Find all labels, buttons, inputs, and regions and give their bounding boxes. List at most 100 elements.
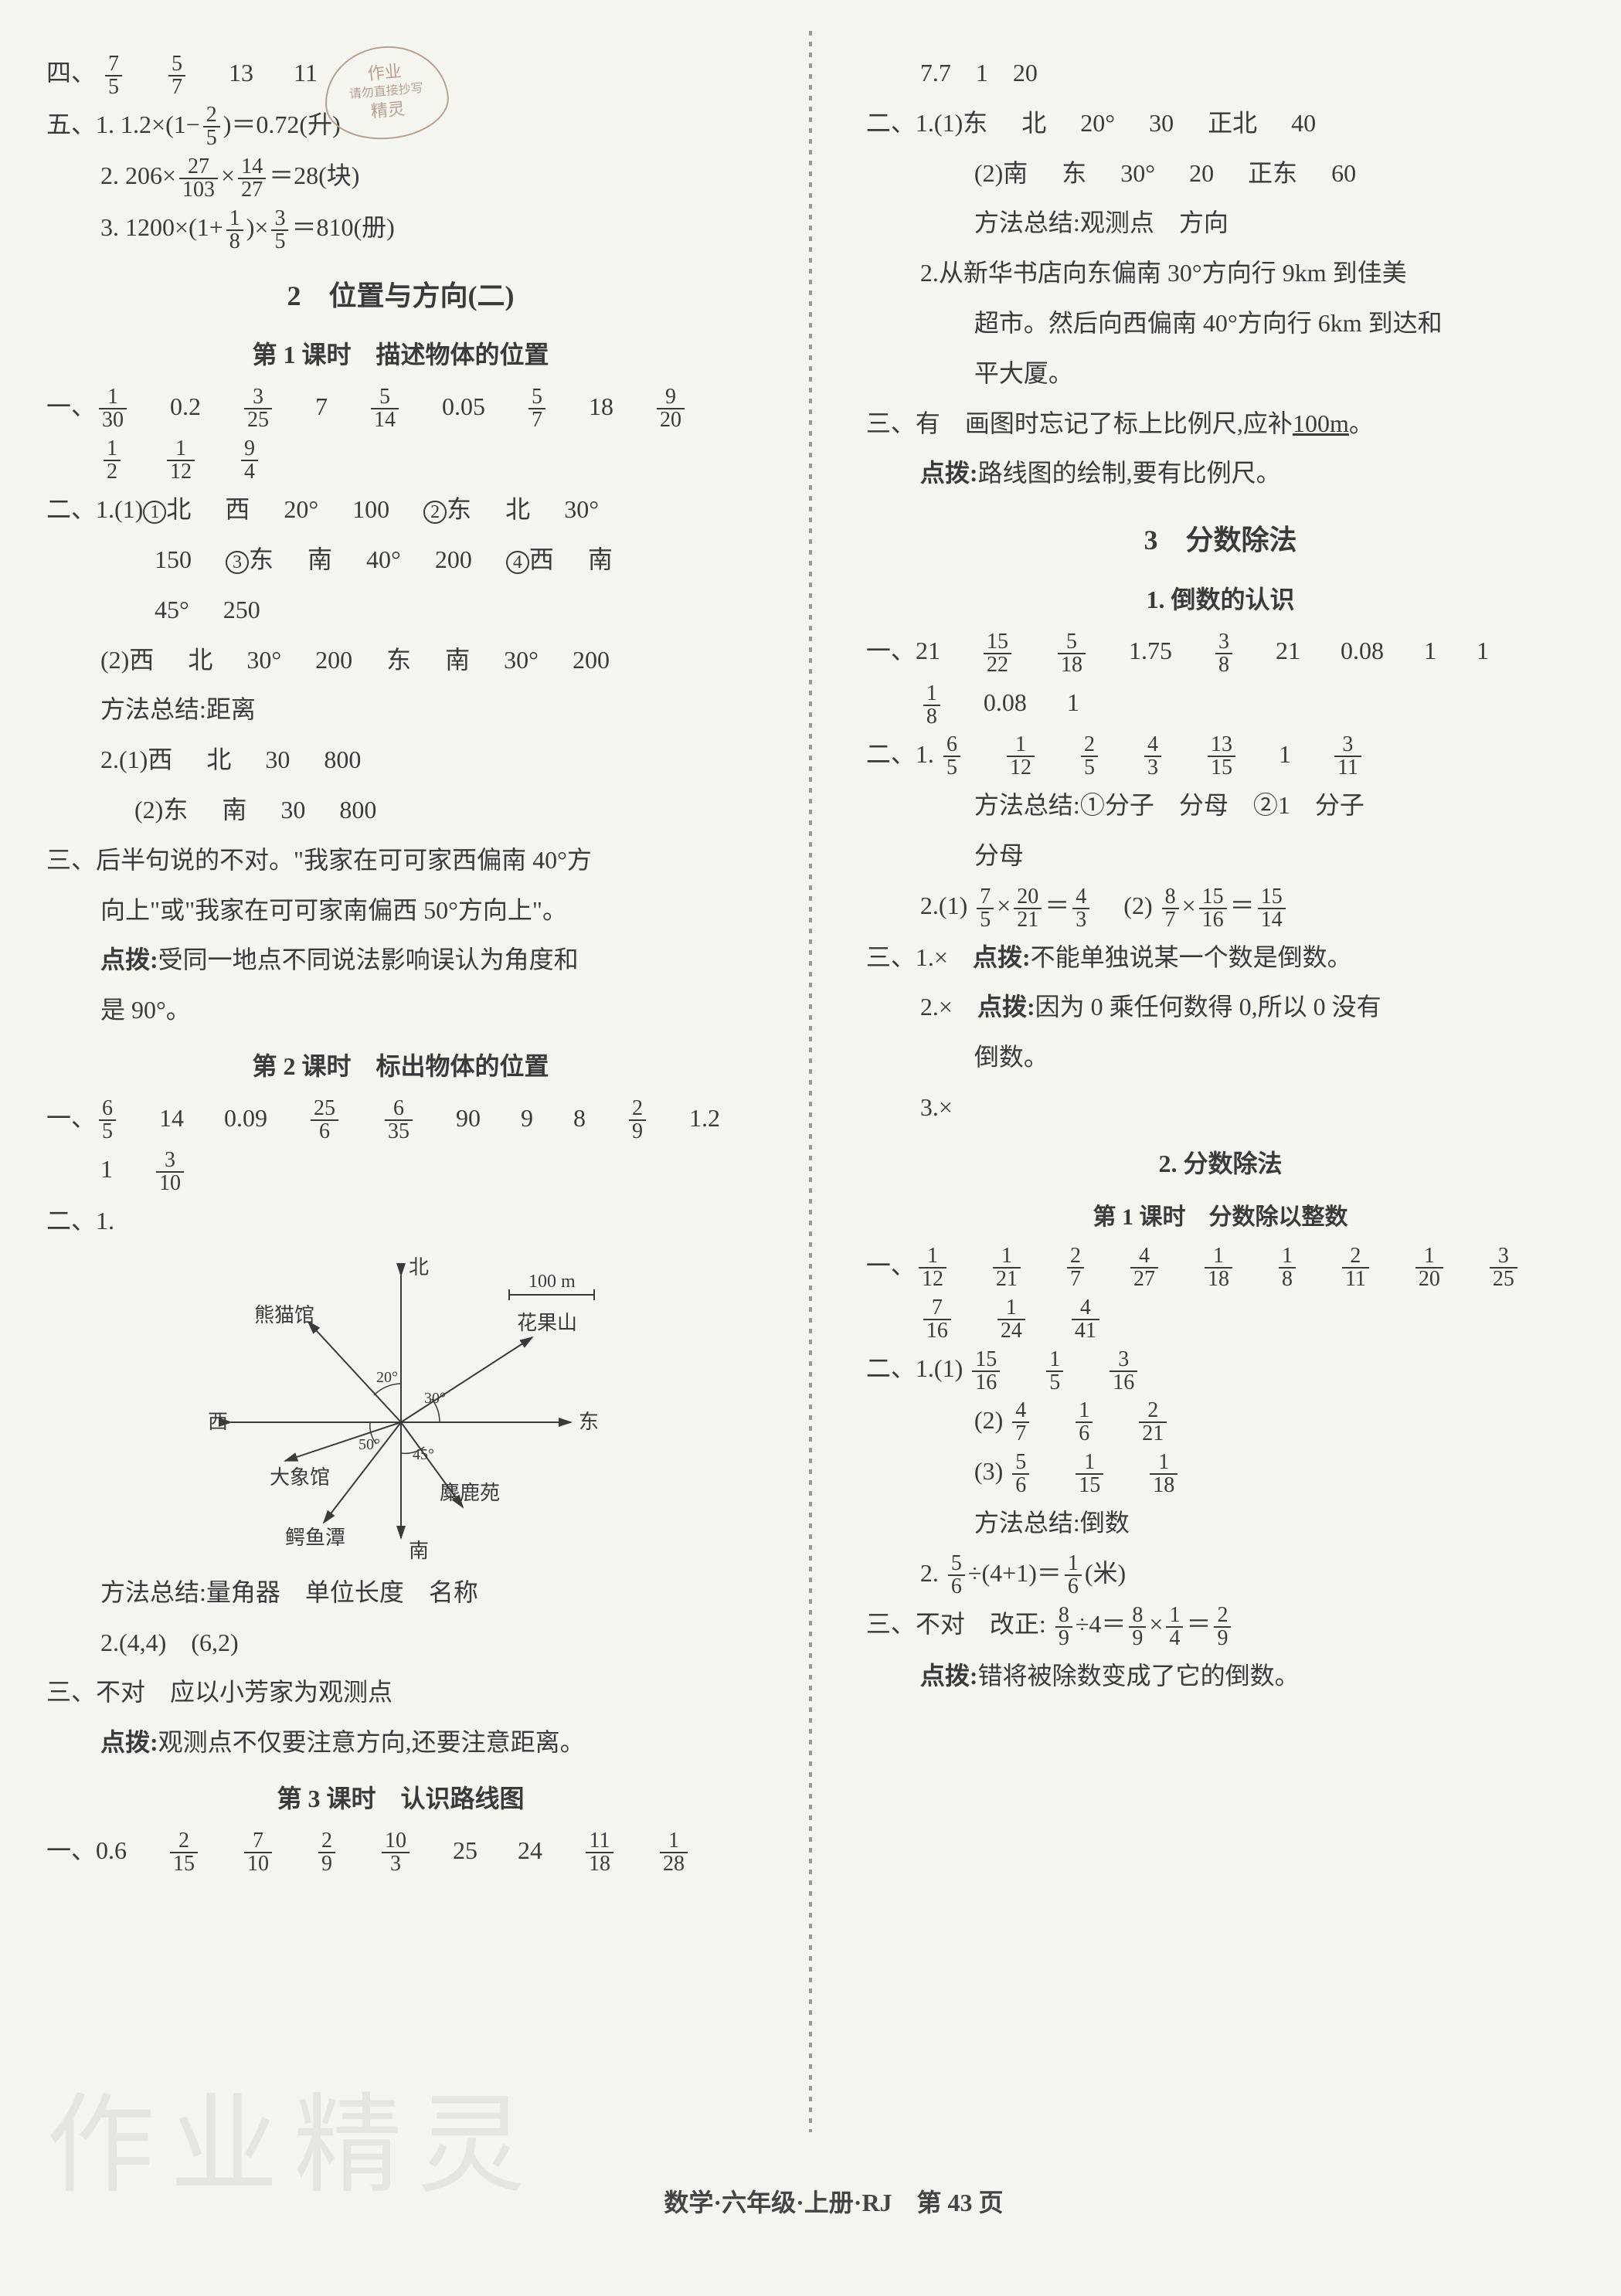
row-s2g: 一、0.6 215 710 29 103 25 24 1118 128	[46, 1827, 755, 1876]
frac: 38	[1215, 631, 1232, 676]
num-circle-icon: 3	[226, 551, 249, 574]
frac: 221	[1139, 1400, 1167, 1445]
frac: 1522	[984, 631, 1011, 676]
label: (2)	[134, 796, 163, 824]
dianbo-label: 点拨:	[977, 993, 1035, 1021]
frac: 29	[1214, 1605, 1231, 1649]
label: 3.	[100, 213, 119, 241]
row-s3a2: 18 0.08 1	[866, 679, 1575, 728]
label: 2.	[100, 161, 119, 189]
frac: 716	[923, 1297, 951, 1342]
label-si: 四、	[46, 59, 96, 87]
text: 。	[1349, 409, 1374, 437]
val: 9	[521, 1104, 533, 1132]
frac: 89	[1129, 1605, 1146, 1649]
svg-text:麋鹿苑: 麋鹿苑	[440, 1482, 500, 1504]
frac: 316	[1110, 1349, 1137, 1394]
frac: 121	[993, 1245, 1021, 1290]
label: 二、1.(1)	[46, 495, 143, 523]
row-r2-m: 方法总结:观测点 方向	[866, 199, 1575, 246]
text: 受同一地点不同说法影响误认为角度和	[158, 946, 579, 973]
frac: 56	[1012, 1452, 1029, 1496]
row-s2b-1-1c: 45°250	[46, 586, 755, 633]
frac: 1427	[238, 156, 266, 201]
left-column: 四、 75 57 13 11 五、1. 1.2×(1−25)＝0.72(升) 2…	[23, 31, 778, 2132]
row-s3d2: 716 124 441	[866, 1293, 1575, 1342]
row-s2f-2: 点拨:观测点不仅要注意方向,还要注意距离。	[46, 1719, 755, 1766]
row-s3f-1: 三、不对 改正: 89÷4＝89×14＝29	[866, 1601, 1575, 1649]
frac: 65	[99, 1098, 116, 1143]
expr: ×	[1149, 1610, 1163, 1638]
row-s2c-2: 向上"或"我家在可可家南偏西 50°方向上"。	[46, 887, 755, 934]
expr: ＝28(块)	[269, 161, 359, 189]
svg-text:花果山: 花果山	[517, 1312, 577, 1334]
label: (2)	[1099, 892, 1152, 919]
val: 25	[453, 1836, 477, 1864]
frac: 325	[244, 386, 272, 431]
section-3-title: 3 分数除法	[866, 514, 1575, 566]
frac: 27	[1067, 1245, 1084, 1290]
val: 1	[1424, 637, 1436, 664]
val: 21	[1276, 637, 1300, 664]
row-s2b-m: 方法总结:距离	[46, 686, 755, 733]
row-s3b-m2: 分母	[866, 832, 1575, 879]
dianbo-label: 点拨:	[973, 943, 1031, 971]
expr: ÷4＝	[1076, 1610, 1127, 1638]
frac: 29	[318, 1830, 335, 1875]
frac: 89	[1055, 1605, 1072, 1649]
section-3-sub2b: 第 1 课时 分数除以整数	[866, 1195, 1575, 1239]
row-s2b-1-2: (2)西北30°200东南30°200	[46, 637, 755, 684]
frac: 310	[156, 1150, 184, 1194]
row-s3e-1: 二、1.(1) 1516 15 316	[866, 1345, 1575, 1394]
label: 2.	[920, 1559, 939, 1587]
dianbo-label: 点拨:	[920, 1662, 978, 1690]
section-2-sub3: 第 3 课时 认识路线图	[46, 1775, 755, 1822]
frac: 441	[1072, 1297, 1099, 1342]
expr: (米)	[1085, 1559, 1126, 1587]
label: (2)	[974, 1406, 1003, 1434]
svg-text:北: 北	[409, 1256, 429, 1279]
row-s2d2: 1 310	[46, 1146, 755, 1194]
section-3-sub2: 2. 分数除法	[866, 1140, 1575, 1187]
line-5-2: 2. 206×27103×1427＝28(块)	[46, 152, 755, 201]
label: 五、1.	[46, 110, 114, 138]
row-s2c-4: 是 90°。	[46, 987, 755, 1034]
expr: )＝0.72(升)	[223, 110, 341, 138]
val: 0.05	[442, 392, 485, 420]
row-s3e-m: 方法总结:倒数	[866, 1500, 1575, 1547]
dianbo-label: 点拨:	[100, 946, 158, 973]
scale-label: 100 m	[528, 1272, 576, 1292]
underline-text: 100m	[1293, 409, 1349, 437]
row-r1: 7.7 1 20	[866, 49, 1575, 97]
row-s2e-pre: 二、1.	[46, 1197, 755, 1245]
frac: 1514	[1258, 886, 1286, 931]
svg-text:50°: 50°	[359, 1436, 380, 1453]
expr: ＝810(册)	[291, 213, 394, 241]
dianbo-label: 点拨:	[100, 1728, 158, 1756]
row-r3-2: 点拨:路线图的绘制,要有比例尺。	[866, 450, 1575, 497]
section-3-sub1: 1. 倒数的认识	[866, 576, 1575, 623]
label: (3)	[974, 1457, 1003, 1485]
frac: 514	[371, 386, 399, 431]
val: 90	[456, 1104, 481, 1132]
svg-text:鳄鱼潭: 鳄鱼潭	[285, 1527, 345, 1549]
frac: 1516	[1199, 886, 1227, 931]
frac: 94	[241, 438, 258, 483]
text: 2.×	[920, 993, 977, 1021]
label: 2.(1)	[920, 892, 967, 919]
text: 错将被除数变成了它的倒数。	[978, 1662, 1300, 1690]
frac: 18	[226, 208, 243, 253]
right-column: 7.7 1 20 二、1.(1)东北20°30正北40 (2)南东30°20正东…	[843, 31, 1598, 2132]
frac: 57	[168, 53, 185, 98]
frac: 1516	[972, 1349, 1000, 1394]
compass-diagram: 100 m 北 南 东 西 熊猫馆 花果山 大象馆 麋鹿苑 鳄鱼潭 20° 30…	[185, 1252, 617, 1561]
expr: 206×	[125, 161, 176, 189]
svg-text:熊猫馆: 熊猫馆	[254, 1304, 314, 1326]
val: 13	[229, 59, 253, 87]
section-2-sub1: 第 1 课时 描述物体的位置	[46, 331, 755, 379]
num-circle-icon: 4	[506, 551, 529, 574]
row-s3c-2d: 倒数。	[866, 1034, 1575, 1081]
frac: 710	[244, 1830, 272, 1875]
row-s3e-4: 2. 56÷(4+1)＝16(米)	[866, 1550, 1575, 1598]
row-s2b-1-1: 二、1.(1)1北西20°1002东北30°	[46, 486, 755, 533]
